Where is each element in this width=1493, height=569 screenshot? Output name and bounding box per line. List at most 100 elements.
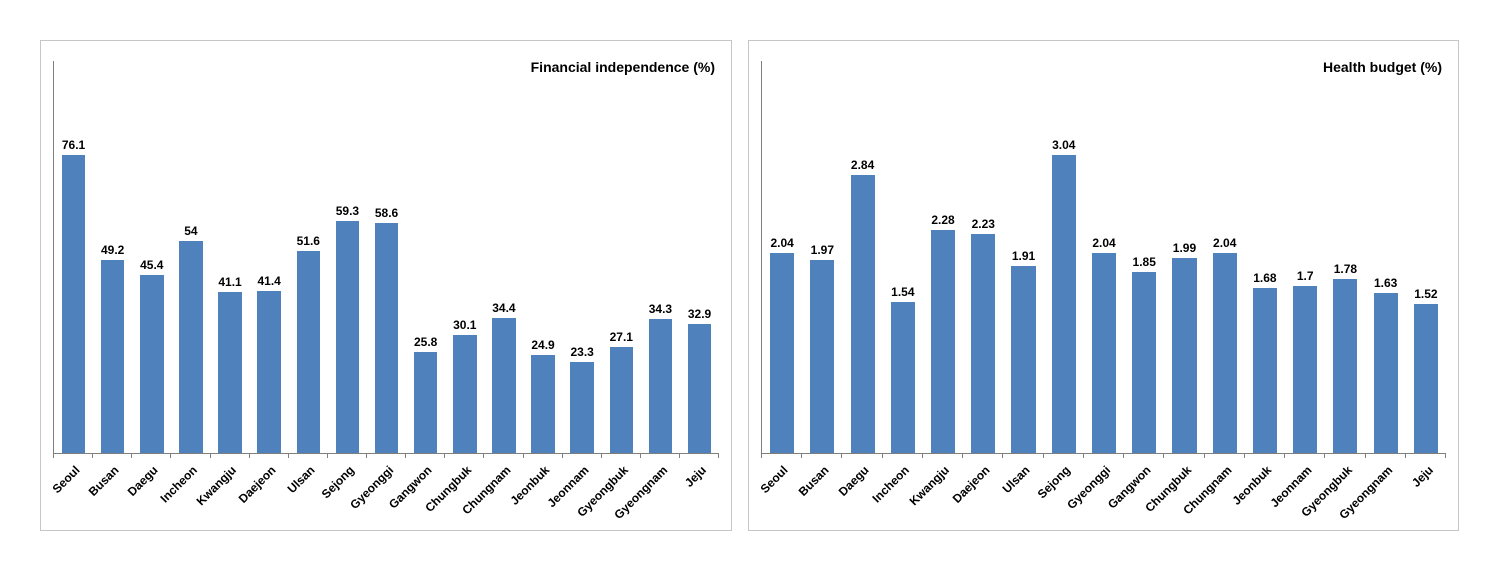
bar xyxy=(179,241,203,453)
bar-column: 25.8 xyxy=(406,61,445,453)
bar-value-label: 76.1 xyxy=(61,137,86,152)
x-axis-label: Daegu xyxy=(835,463,872,499)
bar xyxy=(296,250,321,453)
x-axis-tick xyxy=(762,453,803,458)
bar xyxy=(687,324,712,453)
bar-column: 27.1 xyxy=(602,61,641,453)
x-axis-tick xyxy=(1285,453,1326,458)
bar xyxy=(648,318,673,453)
x-axis-label: Seoul xyxy=(758,463,792,497)
bar-column: 2.04 xyxy=(1084,61,1124,453)
x-axis-label-cell: Daejeon xyxy=(950,460,1002,530)
bar-value-label: 41.4 xyxy=(257,273,281,288)
bar-column: 1.54 xyxy=(883,61,923,453)
x-axis-label: Jeju xyxy=(1408,463,1436,490)
bar-column: 1.91 xyxy=(1003,61,1043,453)
bar xyxy=(1373,293,1398,453)
x-axis-tick xyxy=(1205,453,1245,458)
x-axis-label: Busan xyxy=(795,463,832,499)
x-axis-tick xyxy=(883,453,923,458)
bar xyxy=(1091,253,1117,453)
bar-column: 45.4 xyxy=(132,61,171,453)
x-axis-tick xyxy=(93,453,133,458)
bar xyxy=(257,290,281,453)
bar xyxy=(609,346,634,453)
x-axis-tick xyxy=(641,453,680,458)
bar-value-label: 25.8 xyxy=(414,334,438,349)
bar xyxy=(1333,278,1358,453)
bar xyxy=(218,291,242,453)
x-axis-labels: Seoul Busan Daegu Incheon Kwangju Daejeon Ulsa… xyxy=(49,460,719,530)
x-axis-tick xyxy=(1084,453,1125,458)
x-axis-label: Ulsan xyxy=(999,463,1033,497)
x-axis-label-cell: Daejeon xyxy=(235,460,288,530)
bar-value-label: 3.04 xyxy=(1052,138,1076,153)
bar-value-label: 1.52 xyxy=(1414,287,1438,302)
bar xyxy=(770,253,795,453)
bar-column: 2.84 xyxy=(842,61,882,453)
x-axis-tick xyxy=(132,453,172,458)
bar-value-label: 2.04 xyxy=(770,236,794,251)
bar-column: 76.1 xyxy=(54,61,93,453)
bar xyxy=(890,302,915,453)
x-axis-label: Jeju xyxy=(682,463,710,490)
x-axis-tick xyxy=(54,453,94,458)
x-axis-label-cell: Gyeongnam xyxy=(611,460,680,530)
x-axis-tick xyxy=(524,453,563,458)
x-axis-tick xyxy=(1044,453,1084,458)
bar xyxy=(100,260,125,453)
x-axis-labels: Seoul Busan Daegu Incheon Kwangju Daejeon Ulsa… xyxy=(758,460,1446,530)
bar-value-label: 1.54 xyxy=(891,285,915,300)
bar xyxy=(492,318,516,453)
x-axis-label-cell: Jeju xyxy=(680,460,719,530)
chart-title: Financial independence (%) xyxy=(530,59,715,75)
x-axis-tick xyxy=(1164,453,1205,458)
bar-value-label: 1.85 xyxy=(1132,254,1156,269)
bar xyxy=(850,174,875,453)
x-axis-tick xyxy=(680,453,720,458)
bar-column: 41.4 xyxy=(250,61,289,453)
bar xyxy=(335,220,360,453)
bar-value-label: 2.04 xyxy=(1092,236,1116,251)
bar-column: 30.1 xyxy=(445,61,484,453)
bar-value-label: 54 xyxy=(184,224,198,239)
bar xyxy=(140,275,164,453)
bar-value-label: 30.1 xyxy=(453,318,477,333)
bar-column: 49.2 xyxy=(93,61,132,453)
x-axis-label-cell: Seoul xyxy=(758,460,801,530)
bar xyxy=(1172,257,1197,453)
x-axis-tick xyxy=(1366,453,1406,458)
bar-value-label: 1.91 xyxy=(1011,248,1036,263)
bar-column: 1.68 xyxy=(1245,61,1285,453)
bar-value-label: 51.6 xyxy=(296,233,320,248)
bar-column: 24.9 xyxy=(524,61,563,453)
bar-column: 58.6 xyxy=(367,61,406,453)
bar-value-label: 1.78 xyxy=(1333,261,1358,276)
bar-column: 2.28 xyxy=(923,61,963,453)
x-axis-label: Busan xyxy=(85,463,122,499)
x-axis-tick xyxy=(842,453,883,458)
bar-value-label: 1.99 xyxy=(1172,240,1197,255)
chart-title: Health budget (%) xyxy=(1323,59,1442,75)
bar xyxy=(930,229,956,453)
x-axis-tick xyxy=(328,453,367,458)
bar-column: 32.9 xyxy=(680,61,719,453)
bar-value-label: 34.3 xyxy=(648,301,673,316)
bars-container: 2.04 1.97 2.84 1.54 2.28 2.23 1.91 3.04 2.04 1.85… xyxy=(762,61,1446,453)
x-axis-tick xyxy=(406,453,446,458)
bar xyxy=(570,361,594,453)
bar-value-label: 2.04 xyxy=(1213,236,1237,251)
x-axis-label-cell: Gyeongnam xyxy=(1337,460,1405,530)
bar-column: 59.3 xyxy=(328,61,367,453)
x-axis-tick xyxy=(1406,453,1446,458)
x-axis-label: Seoul xyxy=(49,463,83,497)
x-axis-tick xyxy=(923,453,964,458)
bar xyxy=(1132,271,1157,453)
bar-column: 1.99 xyxy=(1164,61,1204,453)
bar-value-label: 2.28 xyxy=(931,212,955,227)
x-axis-ticks xyxy=(53,453,720,458)
bar-column: 1.52 xyxy=(1406,61,1446,453)
x-axis-tick xyxy=(1003,453,1044,458)
bar-column: 41.1 xyxy=(211,61,250,453)
